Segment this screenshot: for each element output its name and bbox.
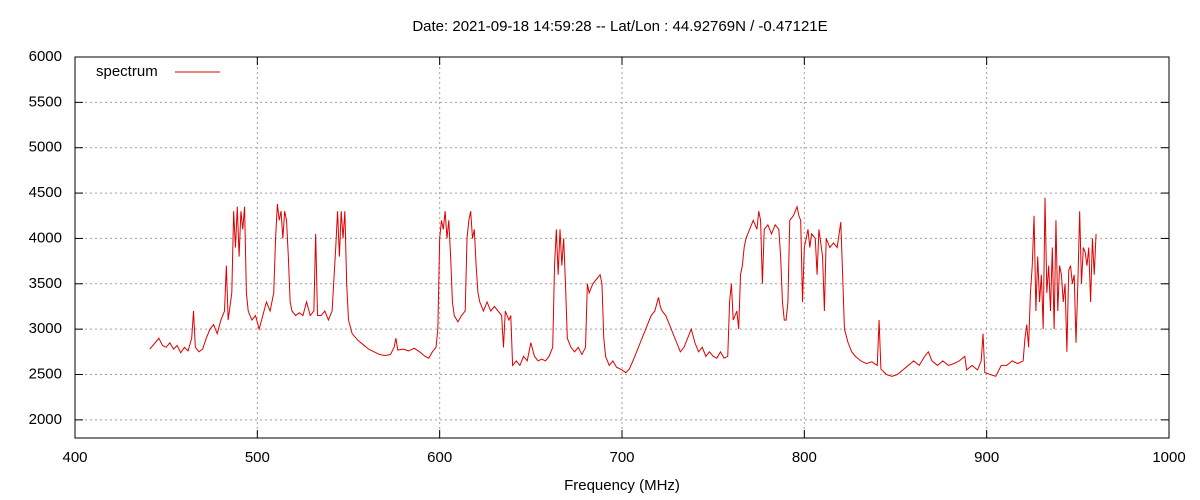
y-tick-label: 4500: [29, 184, 62, 201]
y-tick-label: 4000: [29, 229, 62, 246]
chart-title: Date: 2021-09-18 14:59:28 -- Lat/Lon : 4…: [412, 18, 827, 35]
spectrum-line: [149, 197, 1097, 377]
plot-frame: [74, 56, 1170, 439]
y-tick-label: 2000: [29, 411, 62, 428]
y-tick-label: 3500: [29, 275, 62, 292]
x-tick-label: 900: [974, 449, 999, 466]
y-tick-label: 2500: [29, 365, 62, 382]
x-tick-label: 1000: [1152, 449, 1185, 466]
y-tick-label: 5000: [29, 139, 62, 156]
x-tick-label: 800: [792, 449, 817, 466]
x-axis-label: Frequency (MHz): [564, 477, 680, 494]
x-tick-label: 400: [62, 449, 87, 466]
y-tick-label: 5500: [29, 93, 62, 110]
x-tick-label: 500: [245, 449, 270, 466]
y-tick-label: 6000: [29, 48, 62, 65]
x-tick-label: 600: [427, 449, 452, 466]
legend-label: spectrum: [96, 63, 158, 80]
y-tick-label: 3000: [29, 320, 62, 337]
x-tick-label: 700: [609, 449, 634, 466]
